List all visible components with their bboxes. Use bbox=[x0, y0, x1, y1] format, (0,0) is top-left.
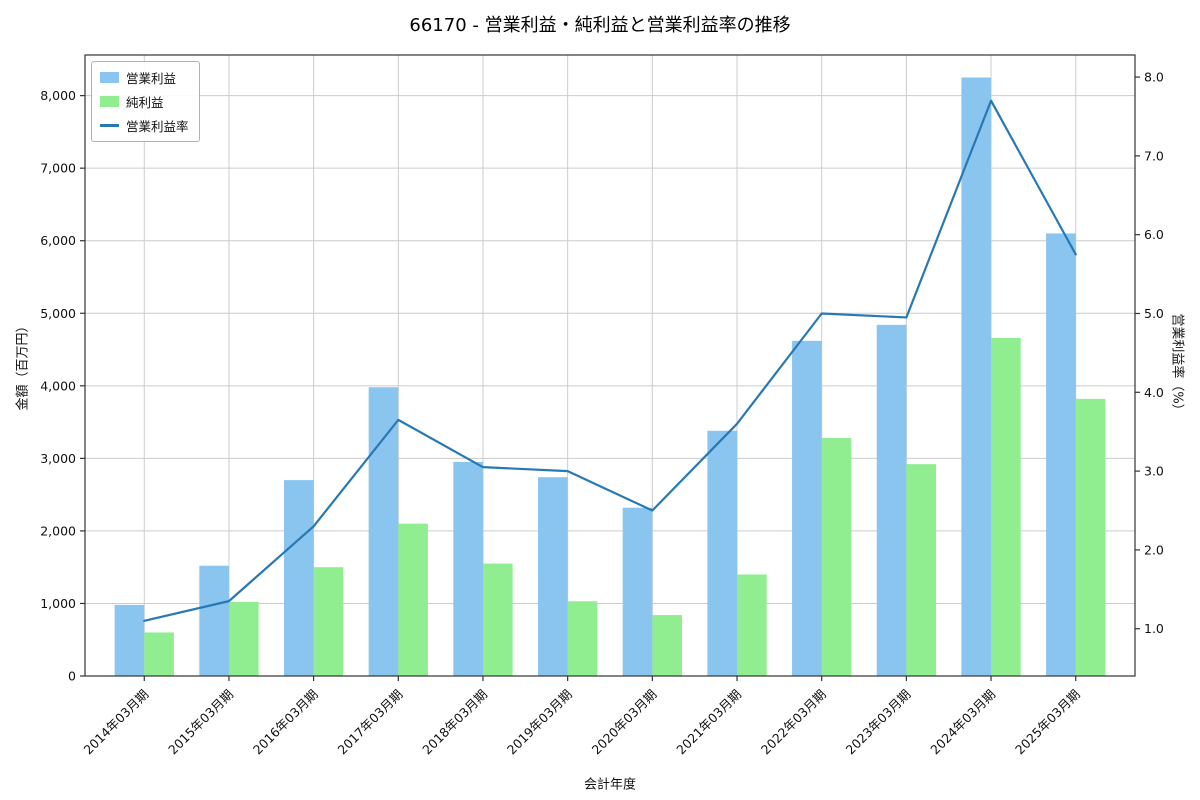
bar-operating-profit bbox=[961, 77, 992, 676]
tick-label-x: 2020年03月期 bbox=[589, 687, 660, 758]
tick-label-right: 6.0 bbox=[1144, 227, 1164, 242]
x-axis-label: 会計年度 bbox=[583, 777, 637, 793]
tick-label-x: 2021年03月期 bbox=[673, 687, 744, 758]
tick-label-left: 2,000 bbox=[40, 523, 76, 538]
bar-operating-profit bbox=[876, 324, 907, 676]
bar-operating-profit bbox=[538, 477, 568, 676]
bar-net-profit bbox=[398, 523, 428, 676]
bar-operating-profit bbox=[199, 565, 229, 676]
tick-label-x: 2023年03月期 bbox=[843, 687, 914, 758]
tick-label-x: 2025年03月期 bbox=[1012, 687, 1083, 758]
tick-label-left: 1,000 bbox=[40, 596, 76, 611]
legend-swatch-net-profit bbox=[100, 96, 119, 107]
bar-operating-profit bbox=[453, 461, 483, 676]
tick-label-left: 6,000 bbox=[40, 233, 76, 248]
tick-label-x: 2017年03月期 bbox=[335, 687, 406, 758]
bar-operating-profit bbox=[368, 387, 399, 676]
legend-label-net-profit: 純利益 bbox=[126, 95, 164, 110]
tick-label-left: 8,000 bbox=[40, 88, 76, 103]
tick-label-right: 4.0 bbox=[1144, 385, 1164, 400]
bar-net-profit bbox=[821, 438, 852, 676]
tick-label-left: 4,000 bbox=[40, 378, 76, 393]
legend-swatch-operating-margin bbox=[100, 124, 119, 127]
legend-label-operating-profit: 営業利益 bbox=[126, 71, 177, 86]
tick-label-x: 2019年03月期 bbox=[504, 687, 575, 758]
tick-label-x: 2018年03月期 bbox=[419, 687, 490, 758]
axes-frame bbox=[84, 54, 1136, 677]
bar-net-profit bbox=[228, 602, 259, 676]
bar-net-profit bbox=[482, 563, 513, 676]
y-axis-label-left: 金額（百万円） bbox=[15, 319, 31, 411]
bar-operating-profit bbox=[283, 480, 314, 676]
y-axis-label-right: 営業利益率（%） bbox=[1169, 313, 1185, 417]
tick-label-left: 7,000 bbox=[40, 161, 76, 176]
tick-label-right: 7.0 bbox=[1144, 148, 1164, 163]
line-operating-margin bbox=[143, 99, 1077, 622]
tick-label-x: 2022年03月期 bbox=[758, 687, 829, 758]
bar-net-profit bbox=[991, 337, 1021, 676]
tick-label-x: 2024年03月期 bbox=[927, 687, 998, 758]
chart-title: 66170 - 営業利益・純利益と営業利益率の推移 bbox=[409, 15, 791, 36]
legend-item-operating-profit: 営業利益 bbox=[100, 68, 189, 87]
bar-net-profit bbox=[144, 632, 174, 676]
tick-label-right: 8.0 bbox=[1144, 70, 1164, 85]
bar-net-profit bbox=[1075, 398, 1106, 676]
legend-item-operating-margin: 営業利益率 bbox=[100, 116, 189, 135]
bar-operating-profit bbox=[1046, 233, 1076, 676]
tick-label-right: 2.0 bbox=[1144, 542, 1164, 557]
legend: 営業利益 純利益 営業利益率 bbox=[91, 61, 200, 142]
tick-label-x: 2015年03月期 bbox=[165, 687, 236, 758]
legend-item-net-profit: 純利益 bbox=[100, 92, 189, 111]
bar-net-profit bbox=[737, 574, 767, 676]
bar-net-profit bbox=[567, 601, 598, 676]
bar-net-profit bbox=[313, 567, 344, 676]
tick-label-left: 5,000 bbox=[40, 306, 76, 321]
tick-label-left: 3,000 bbox=[40, 451, 76, 466]
tick-label-left: 0 bbox=[68, 669, 76, 684]
bar-operating-profit bbox=[114, 604, 145, 676]
legend-label-operating-margin: 営業利益率 bbox=[126, 119, 189, 134]
tick-label-right: 5.0 bbox=[1144, 306, 1164, 321]
tick-label-right: 3.0 bbox=[1144, 464, 1164, 479]
tick-label-right: 1.0 bbox=[1144, 621, 1164, 636]
bar-operating-profit bbox=[792, 340, 822, 676]
bar-operating-profit bbox=[622, 507, 653, 676]
bar-net-profit bbox=[906, 464, 937, 676]
tick-label-x: 2014年03月期 bbox=[81, 687, 152, 758]
bar-operating-profit bbox=[707, 430, 738, 676]
bar-net-profit bbox=[652, 615, 682, 676]
tick-label-x: 2016年03月期 bbox=[250, 687, 321, 758]
legend-swatch-operating-profit bbox=[100, 72, 119, 83]
